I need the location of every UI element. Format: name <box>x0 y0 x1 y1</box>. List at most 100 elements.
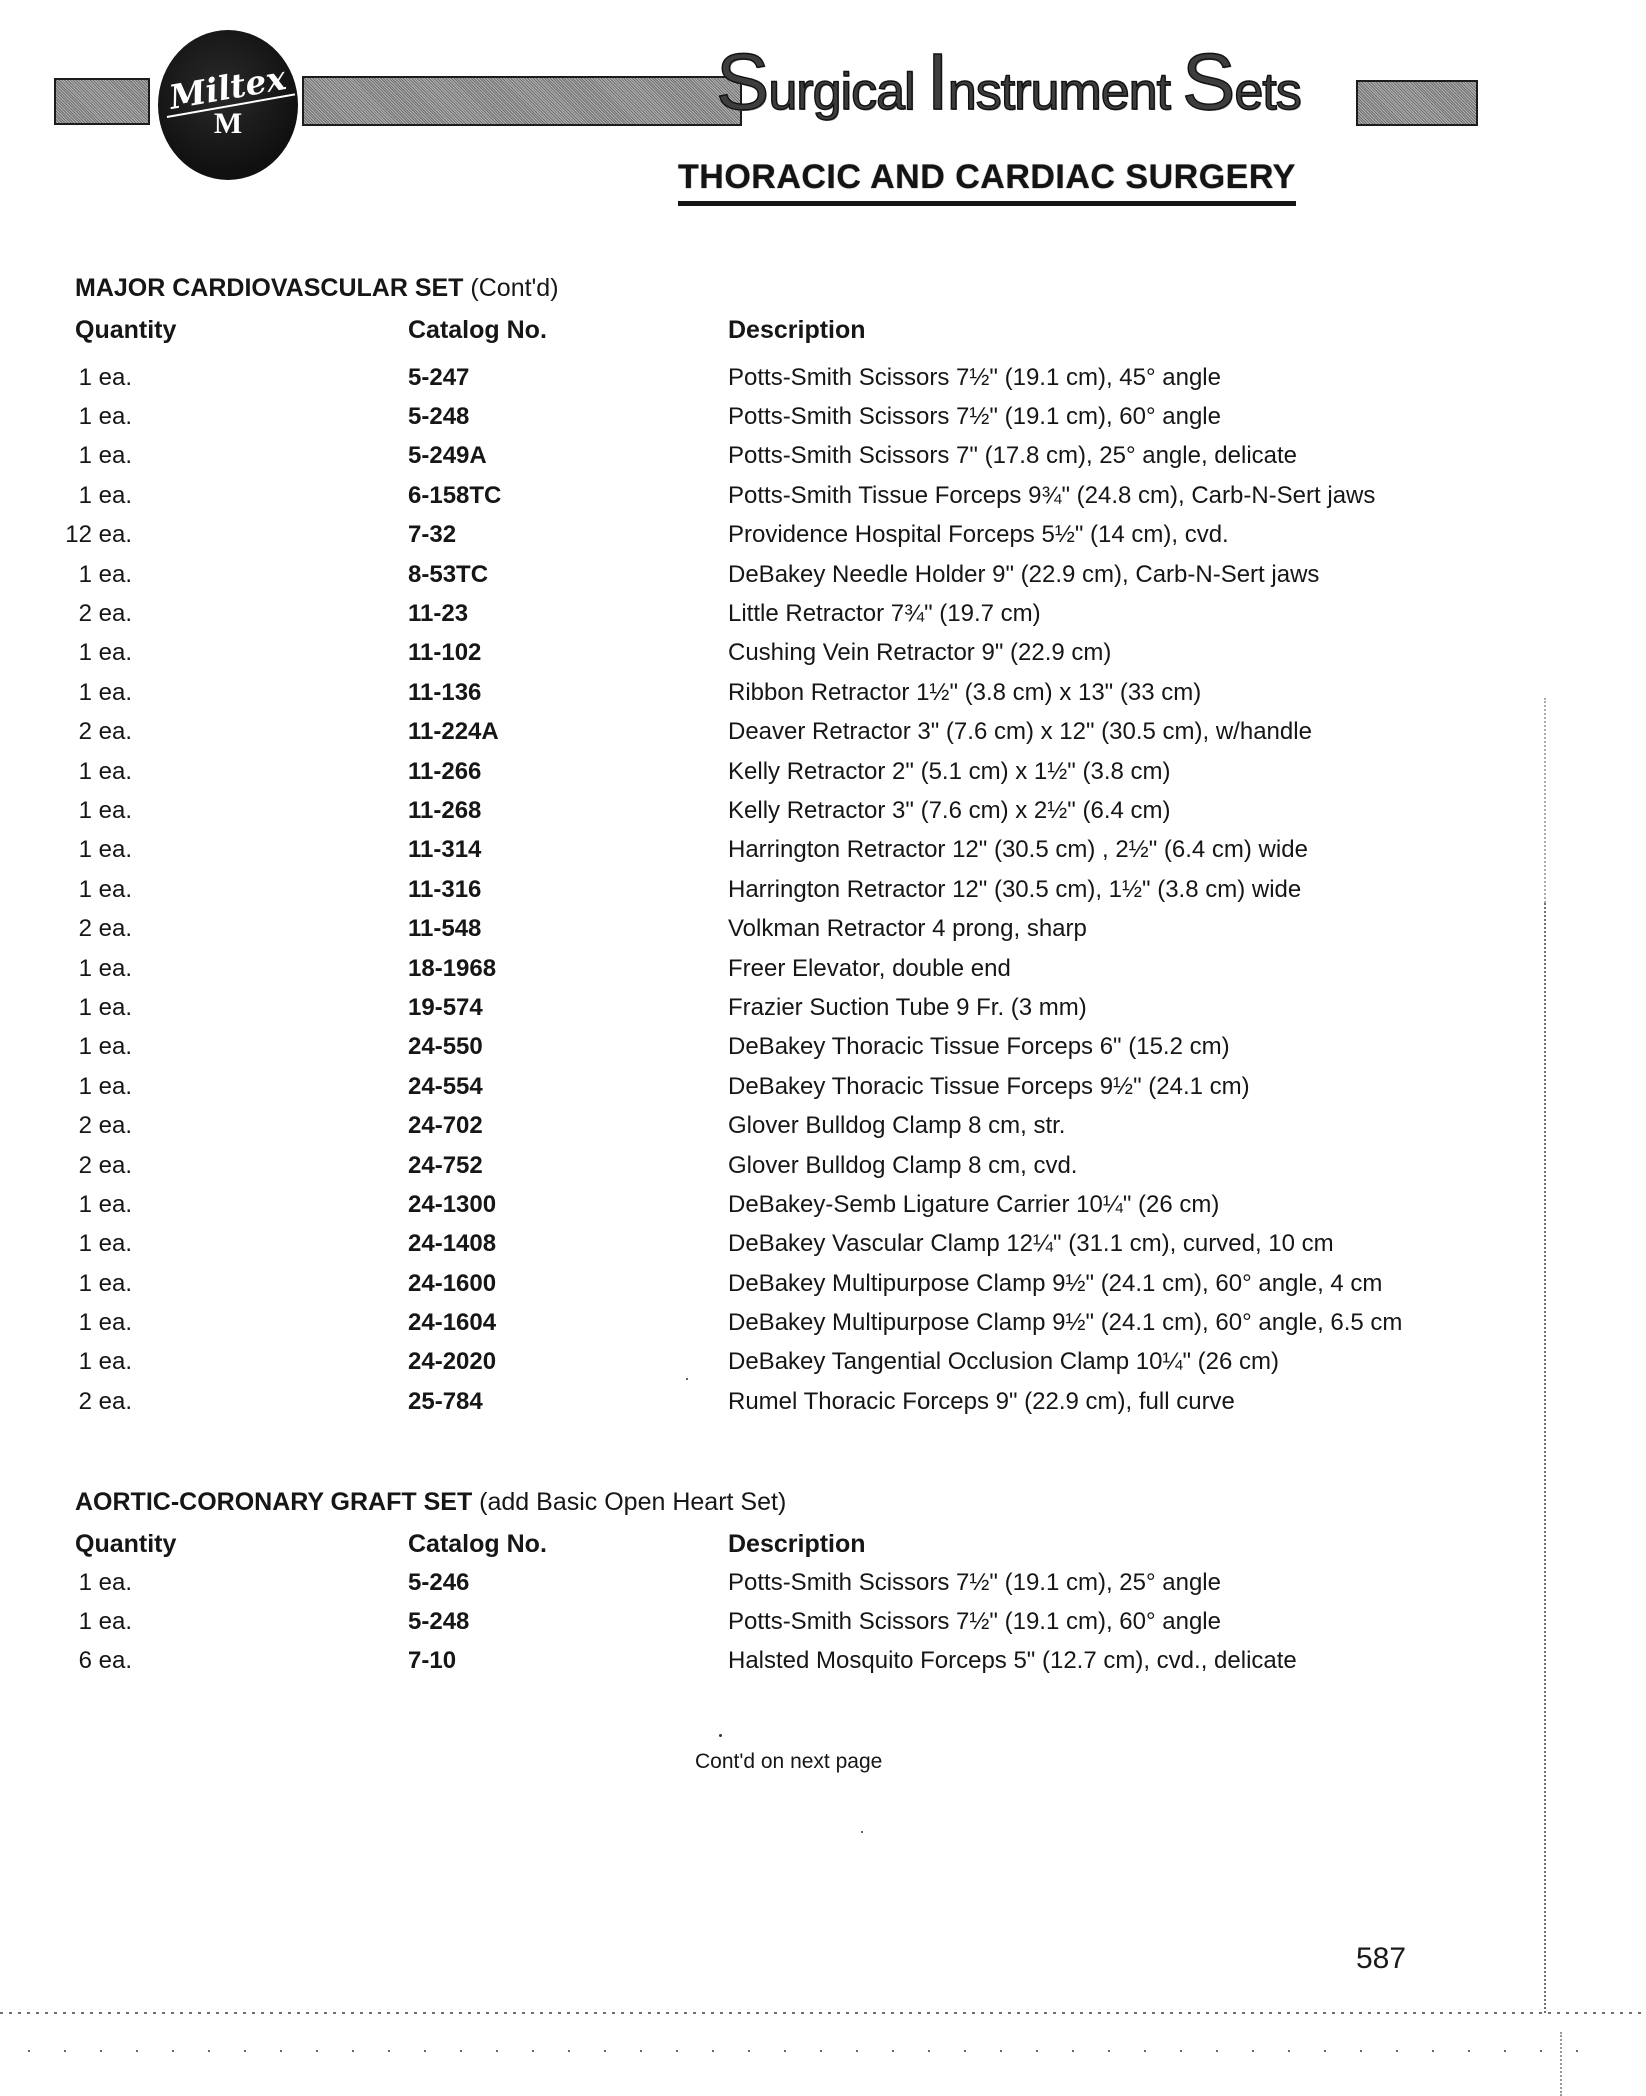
quantity-cell: 1 ea. <box>78 1072 132 1100</box>
quantity-cell: 2 ea. <box>78 600 132 628</box>
section-title-suffix: (add Basic Open Heart Set) <box>479 1488 786 1516</box>
quantity-cell: 1 ea. <box>78 1033 132 1061</box>
quantity-cell: 1 ea. <box>78 1269 132 1297</box>
quantity-cell: 1 ea. <box>78 678 132 706</box>
catalog-number-cell: 24-752 <box>408 1151 483 1179</box>
section-title-suffix: (Cont'd) <box>470 274 558 302</box>
page-title-word: Instrument <box>926 36 1172 126</box>
quantity-cell: 2 ea. <box>78 718 132 746</box>
section-title-text: AORTIC-CORONARY GRAFT SET <box>75 1488 473 1516</box>
table-row: 2 ea. 11-548 Volkman Retractor 4 prong, sh… <box>58 909 1558 948</box>
section-title-major-cardiovascular: MAJOR CARDIOVASCULAR SET (Cont'd) <box>75 274 559 303</box>
catalog-number-cell: 5-246 <box>408 1568 470 1596</box>
table-row: 1 ea. 11-268 Kelly Retractor 3" (7.6 cm) x… <box>58 791 1558 830</box>
description-cell: Halsted Mosquito Forceps 5" (12.7 cm), c… <box>728 1647 1297 1675</box>
instrument-table: 1 ea. 5-247 Potts-Smith Scissors 7½" (19.1… <box>58 358 1558 1422</box>
description-cell: Potts-Smith Scissors 7½" (19.1 cm), 60° … <box>728 1608 1221 1636</box>
description-cell: Cushing Vein Retractor 9" (22.9 cm) <box>728 639 1112 667</box>
catalog-number-cell: 24-1408 <box>408 1230 497 1258</box>
column-header-description: Description <box>728 316 866 344</box>
description-cell: DeBakey-Semb Ligature Carrier 10¼" (26 c… <box>728 1190 1220 1218</box>
scan-speck <box>686 1378 688 1380</box>
table-row: 2 ea. 24-752 Glover Bulldog Clamp 8 cm, cv… <box>58 1146 1558 1185</box>
column-header-catalog: Catalog No. <box>408 1530 547 1558</box>
catalog-number-cell: 8-53TC <box>408 560 489 588</box>
table-row: 1 ea. 11-102 Cushing Vein Retractor 9" (22… <box>58 634 1558 673</box>
table-row: 2 ea. 25-784 Rumel Thoracic Forceps 9" (22… <box>58 1382 1558 1421</box>
page-title-word: Sets <box>1181 36 1302 126</box>
description-cell: DeBakey Thoracic Tissue Forceps 6" (15.2… <box>728 1033 1230 1061</box>
table-row: 1 ea. 24-550 DeBakey Thoracic Tissue Force… <box>58 1028 1558 1067</box>
quantity-cell: 2 ea. <box>78 915 132 943</box>
column-header-description: Description <box>728 1530 866 1558</box>
page-subtitle: THORACIC AND CARDIAC SURGERY <box>678 158 1296 206</box>
table-row: 1 ea. 11-266 Kelly Retractor 2" (5.1 cm) x… <box>58 752 1558 791</box>
description-cell: Harrington Retractor 12" (30.5 cm), 1½" … <box>728 875 1302 903</box>
quantity-cell: 1 ea. <box>78 1608 132 1636</box>
table-row: 1 ea. 5-246 Potts-Smith Scissors 7½" (19.1… <box>58 1563 1558 1602</box>
column-header-catalog: Catalog No. <box>408 316 547 344</box>
catalog-number-cell: 11-102 <box>408 639 482 667</box>
description-cell: Providence Hospital Forceps 5½" (14 cm),… <box>728 521 1229 549</box>
description-cell: Deaver Retractor 3" (7.6 cm) x 12" (30.5… <box>728 718 1312 746</box>
quantity-cell: 6 ea. <box>78 1647 132 1675</box>
catalog-number-cell: 24-1600 <box>408 1269 497 1297</box>
column-header-quantity: Quantity <box>75 1530 177 1558</box>
catalog-number-cell: 19-574 <box>408 993 483 1021</box>
scan-speck <box>719 1734 722 1737</box>
table-row: 1 ea. 5-249A Potts-Smith Scissors 7" (17.8… <box>58 437 1558 476</box>
description-cell: DeBakey Multipurpose Clamp 9½" (24.1 cm)… <box>728 1309 1403 1337</box>
description-cell: Potts-Smith Scissors 7½" (19.1 cm), 45° … <box>728 363 1221 391</box>
miltex-logo-monogram: M <box>213 107 243 140</box>
catalog-number-cell: 6-158TC <box>408 481 502 509</box>
section-title-suffix-text: (add Basic Open Heart Set) <box>479 1488 787 1516</box>
miltex-logo: Miltex M <box>158 30 298 180</box>
instrument-table: 1 ea. 5-246 Potts-Smith Scissors 7½" (19.1… <box>58 1563 1558 1681</box>
quantity-cell: 1 ea. <box>78 481 132 509</box>
quantity-cell: 1 ea. <box>78 639 132 667</box>
quantity-cell: 2 ea. <box>78 1112 132 1140</box>
catalog-number-cell: 24-2020 <box>408 1348 497 1376</box>
table-row: 1 ea. 11-316 Harrington Retractor 12" (30.… <box>58 870 1558 909</box>
description-cell: DeBakey Tangential Occlusion Clamp 10¼" … <box>728 1348 1280 1376</box>
quantity-cell: 2 ea. <box>78 1151 132 1179</box>
scan-edge-dotted-line <box>1560 2032 1562 2096</box>
description-cell: Glover Bulldog Clamp 8 cm, cvd. <box>728 1151 1078 1179</box>
table-row: 6 ea. 7-10 Halsted Mosquito Forceps 5" (12… <box>58 1642 1558 1681</box>
description-cell: Volkman Retractor 4 prong, sharp <box>728 915 1087 943</box>
catalog-number-cell: 25-784 <box>408 1387 483 1415</box>
scan-bottom-dotted-line <box>28 2050 1588 2052</box>
table-row: 1 ea. 6-158TC Potts-Smith Tissue Forceps 9… <box>58 476 1558 515</box>
catalog-number-cell: 11-316 <box>408 875 482 903</box>
quantity-cell: 1 ea. <box>78 757 132 785</box>
scan-bottom-dotted-line <box>0 2012 1646 2014</box>
catalog-number-cell: 11-224A <box>408 718 499 746</box>
catalog-number-cell: 11-314 <box>408 836 482 864</box>
table-row: 1 ea. 24-1300 DeBakey-Semb Ligature Carrie… <box>58 1185 1558 1224</box>
catalog-number-cell: 5-248 <box>408 1608 470 1636</box>
header-bar-right <box>1356 80 1478 126</box>
catalog-number-cell: 24-702 <box>408 1112 483 1140</box>
table-row: 1 ea. 5-247 Potts-Smith Scissors 7½" (19.1… <box>58 358 1558 397</box>
catalog-number-cell: 11-23 <box>408 600 469 628</box>
quantity-cell: 1 ea. <box>78 560 132 588</box>
catalog-number-cell: 11-136 <box>408 678 482 706</box>
catalog-number-cell: 24-550 <box>408 1033 483 1061</box>
table-row: 1 ea. 24-1604 DeBakey Multipurpose Clamp 9… <box>58 1303 1558 1342</box>
quantity-cell: 1 ea. <box>78 836 132 864</box>
table-row: 1 ea. 19-574 Frazier Suction Tube 9 Fr. (3… <box>58 988 1558 1027</box>
quantity-cell: 1 ea. <box>78 875 132 903</box>
catalog-number-cell: 5-249A <box>408 442 487 470</box>
description-cell: Kelly Retractor 3" (7.6 cm) x 2½" (6.4 c… <box>728 796 1171 824</box>
header-bar-left <box>54 78 150 125</box>
header-bar-middle <box>302 76 742 126</box>
table-row: 1 ea. 8-53TC DeBakey Needle Holder 9" (22.… <box>58 555 1558 594</box>
catalog-number-cell: 24-554 <box>408 1072 483 1100</box>
catalog-number-cell: 11-266 <box>408 757 482 785</box>
description-cell: Frazier Suction Tube 9 Fr. (3 mm) <box>728 993 1087 1021</box>
table-row: 1 ea. 5-248 Potts-Smith Scissors 7½" (19.1… <box>58 1602 1558 1641</box>
quantity-cell: 1 ea. <box>78 1309 132 1337</box>
quantity-cell: 1 ea. <box>78 1230 132 1258</box>
page-number: 587 <box>1356 1942 1407 1975</box>
table-row: 1 ea. 5-248 Potts-Smith Scissors 7½" (19.1… <box>58 397 1558 436</box>
